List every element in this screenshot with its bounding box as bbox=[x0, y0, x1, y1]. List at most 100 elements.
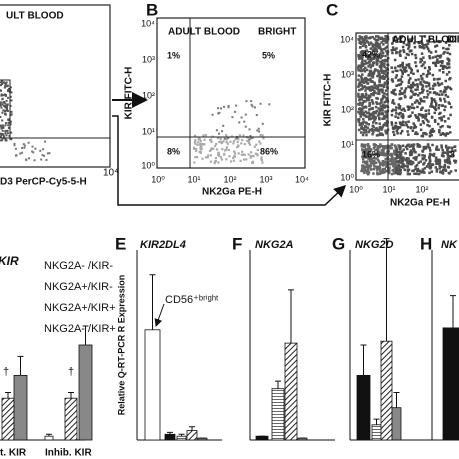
event-dot bbox=[406, 105, 410, 108]
event-dot bbox=[367, 111, 371, 114]
event-dot bbox=[434, 50, 438, 53]
event-dot bbox=[441, 71, 445, 74]
quadrant-label: 42% bbox=[362, 49, 380, 59]
event-dot bbox=[375, 35, 378, 38]
bar bbox=[391, 407, 402, 441]
event-dot bbox=[438, 112, 441, 116]
event-dot bbox=[218, 111, 221, 114]
error-bar bbox=[450, 295, 456, 328]
event-dot bbox=[373, 117, 377, 121]
event-dot bbox=[218, 141, 221, 144]
event-dot bbox=[426, 93, 430, 96]
event-dot bbox=[365, 49, 369, 52]
event-dot bbox=[1, 119, 4, 122]
event-dot bbox=[398, 89, 402, 93]
event-dot bbox=[427, 69, 430, 73]
event-dot bbox=[430, 129, 433, 132]
event-dot bbox=[381, 153, 384, 156]
event-dot bbox=[415, 172, 418, 176]
event-dot bbox=[398, 51, 401, 54]
event-dot bbox=[421, 115, 424, 119]
event-dot bbox=[383, 72, 386, 75]
event-dot bbox=[27, 141, 30, 144]
event-dot bbox=[4, 95, 7, 98]
y-label: KIR FITC-H bbox=[323, 74, 334, 127]
event-dot bbox=[375, 58, 379, 61]
event-dot bbox=[423, 167, 427, 170]
event-dot bbox=[425, 75, 429, 78]
event-dot bbox=[368, 165, 372, 168]
event-dot bbox=[418, 45, 422, 48]
event-dot bbox=[405, 63, 409, 67]
event-dot bbox=[417, 153, 421, 157]
event-dot bbox=[371, 92, 375, 95]
event-dot bbox=[233, 155, 236, 158]
event-dot bbox=[3, 105, 6, 108]
event-dot bbox=[371, 153, 375, 157]
event-dot bbox=[380, 61, 383, 64]
event-dot bbox=[440, 118, 444, 122]
event-dot bbox=[360, 123, 363, 126]
event-dot bbox=[360, 77, 363, 80]
error-bar bbox=[288, 289, 294, 344]
event-dot bbox=[375, 40, 378, 43]
event-dot bbox=[371, 57, 375, 60]
event-dot bbox=[360, 121, 364, 125]
event-dot bbox=[440, 144, 443, 147]
event-dot bbox=[422, 131, 426, 135]
event-dot bbox=[372, 111, 375, 114]
event-dot bbox=[424, 159, 428, 162]
event-dot bbox=[364, 143, 367, 147]
event-dot bbox=[402, 148, 405, 151]
event-dot bbox=[416, 83, 419, 86]
event-dot bbox=[388, 153, 392, 157]
event-dot bbox=[446, 165, 450, 169]
group-label: t. KIR bbox=[0, 448, 27, 459]
event-dot bbox=[225, 158, 228, 161]
event-dot bbox=[259, 142, 262, 145]
event-dot bbox=[369, 168, 373, 171]
event-dot bbox=[412, 169, 416, 172]
event-dot bbox=[443, 89, 446, 92]
event-dot bbox=[414, 78, 418, 82]
event-dot bbox=[258, 130, 261, 133]
event-dot bbox=[368, 101, 371, 105]
event-dot bbox=[426, 89, 429, 93]
event-dot bbox=[238, 121, 241, 124]
error-bar bbox=[373, 418, 380, 425]
event-dot bbox=[380, 144, 383, 148]
event-dot bbox=[414, 165, 417, 168]
event-dot bbox=[357, 53, 361, 57]
event-dot bbox=[243, 120, 246, 123]
event-dot bbox=[0, 93, 3, 96]
error-bar bbox=[189, 426, 195, 431]
event-dot bbox=[367, 65, 370, 68]
event-dot bbox=[14, 147, 17, 150]
event-dot bbox=[434, 61, 437, 65]
event-dot bbox=[366, 78, 370, 82]
event-dot bbox=[1, 124, 4, 127]
event-dot bbox=[417, 40, 421, 44]
event-dot bbox=[428, 72, 431, 75]
event-dot bbox=[454, 161, 457, 164]
title: KIR bbox=[0, 254, 19, 268]
event-dot bbox=[6, 109, 9, 112]
event-dot bbox=[373, 86, 376, 90]
event-dot bbox=[431, 143, 434, 147]
event-dot bbox=[390, 172, 394, 176]
event-dot bbox=[385, 93, 389, 96]
event-dot bbox=[260, 156, 263, 159]
event-dot bbox=[372, 55, 376, 59]
event-dot bbox=[199, 150, 202, 153]
event-dot bbox=[210, 147, 213, 150]
event-dot bbox=[424, 113, 428, 116]
event-dot bbox=[396, 126, 400, 129]
event-dot bbox=[380, 112, 384, 115]
event-dot bbox=[409, 67, 413, 70]
event-dot bbox=[373, 81, 376, 85]
event-dot bbox=[367, 86, 370, 90]
event-dot bbox=[432, 61, 435, 65]
event-dot bbox=[406, 160, 409, 163]
event-dot bbox=[422, 88, 425, 92]
event-dot bbox=[380, 41, 383, 44]
